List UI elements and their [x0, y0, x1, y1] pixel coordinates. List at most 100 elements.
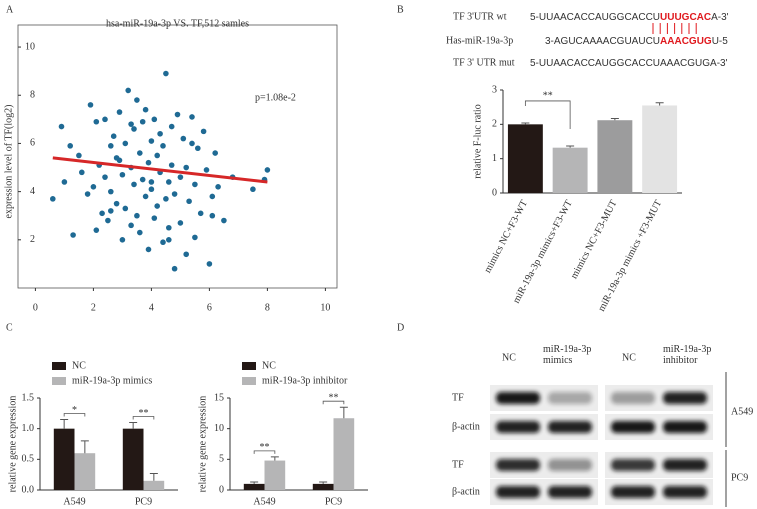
bar	[74, 453, 96, 490]
scatter-point	[76, 152, 82, 159]
significance-label: **	[329, 392, 339, 403]
significance-bracket	[132, 416, 155, 420]
scatter-point	[122, 140, 129, 147]
y-tick-label: 0.0	[22, 484, 35, 495]
scatter-point	[128, 121, 134, 127]
blot-band	[611, 421, 655, 433]
blot-row-label: β-actin	[452, 486, 480, 497]
x-tick-label: A549	[253, 496, 275, 507]
sequence-part: U-5	[712, 36, 729, 47]
scatter-point	[168, 162, 175, 168]
scatter-point	[189, 140, 195, 147]
panel-letter: C	[6, 322, 13, 333]
scatter-point	[116, 109, 123, 115]
scatter-point	[139, 118, 146, 125]
y-tick-label: 0.5	[22, 454, 35, 465]
x-tick-label: 2	[91, 302, 96, 313]
y-tick-label: 1.0	[22, 423, 35, 434]
scatter-point	[93, 118, 100, 125]
y-tick-label: 2	[30, 234, 35, 245]
y-axis-label: relative gene expression	[7, 396, 18, 493]
trend-line	[52, 156, 268, 184]
scatter-point	[166, 179, 172, 185]
sequence-part: A-3'	[711, 12, 729, 23]
y-tick-label: 1.5	[22, 392, 35, 403]
scatter-point	[79, 169, 85, 176]
scatter-point	[154, 152, 160, 159]
scatter-point	[58, 123, 65, 130]
significance-label: **	[543, 90, 553, 101]
blot-band	[496, 392, 540, 404]
scatter-point	[166, 224, 172, 231]
legend-swatch	[52, 377, 66, 385]
scatter-point	[108, 143, 114, 149]
scatter-point	[160, 239, 166, 246]
scatter-point	[148, 138, 155, 144]
sequence: 5-UUAACACCAUGGCACCUUUUGCACA-3'	[530, 12, 729, 23]
sequence-label: TF 3'UTR wt	[453, 11, 507, 22]
scatter-point	[171, 191, 178, 197]
annotation: p=1.08e-2	[255, 92, 296, 103]
scatter-point	[137, 150, 143, 156]
scatter-point	[151, 116, 158, 123]
scatter-point	[93, 227, 100, 233]
sequence-part: UUUGCAC	[660, 12, 711, 23]
y-tick-label: 1	[492, 153, 497, 164]
blot-row-label: β-actin	[452, 421, 480, 432]
blot-band	[663, 392, 707, 404]
scatter-point	[183, 251, 189, 258]
blot-row-label: TF	[452, 392, 464, 403]
scatter-point	[128, 222, 134, 229]
bar	[122, 428, 144, 490]
legend-label: NC	[72, 360, 86, 371]
blot-band	[548, 392, 592, 404]
blot-band	[496, 421, 540, 433]
scatter-point	[157, 130, 163, 137]
blot-column-line: mimics	[543, 355, 573, 366]
scatter-point	[206, 261, 213, 267]
scatter-point	[84, 191, 91, 197]
sequence-label: Has-miR-19a-3p	[446, 35, 513, 46]
legend-label: miR-19a-3p mimics	[72, 375, 152, 386]
scatter-point	[122, 205, 129, 212]
scatter-point	[70, 232, 76, 238]
y-tick-label: 10	[214, 423, 224, 434]
blot-column-label: miR-19a-3p mimics	[543, 344, 591, 366]
scatter-point	[139, 176, 146, 183]
scatter-point	[192, 234, 198, 241]
scatter-point	[215, 184, 221, 190]
x-tick-label: PC9	[135, 496, 152, 507]
significance-bracket	[524, 100, 571, 129]
bar	[597, 120, 633, 193]
scatter-point	[183, 164, 189, 171]
blot-column-label: NC	[502, 352, 516, 363]
scatter-point	[160, 143, 166, 149]
scatter-point	[67, 143, 73, 149]
scatter-point	[186, 198, 192, 205]
legend-swatch	[242, 377, 256, 385]
scatter-point	[113, 200, 120, 207]
scatter-point	[168, 123, 175, 130]
x-tick-label: mimics NC+F3-WT	[482, 198, 530, 275]
scatter-point	[137, 229, 143, 236]
error-bar	[60, 418, 69, 429]
scatter-point	[110, 133, 117, 139]
sequence-part: 5-UUAACACCAUGGCACCU	[530, 12, 660, 23]
blot-band	[496, 486, 540, 498]
scatter-point	[148, 179, 155, 185]
y-tick-label: 10	[25, 41, 35, 52]
error-bar	[250, 481, 259, 484]
blot-column-label: NC	[622, 352, 636, 363]
y-tick-label: 4	[30, 186, 35, 197]
blot-band	[611, 459, 655, 471]
scatter-point	[131, 181, 137, 188]
significance-label: **	[260, 442, 270, 453]
blot-band	[611, 392, 655, 404]
scatter-point	[264, 167, 271, 173]
significance-label: **	[139, 408, 149, 419]
cell-line-label: PC9	[731, 472, 748, 483]
scatter-point	[200, 128, 207, 135]
bar	[53, 428, 75, 490]
